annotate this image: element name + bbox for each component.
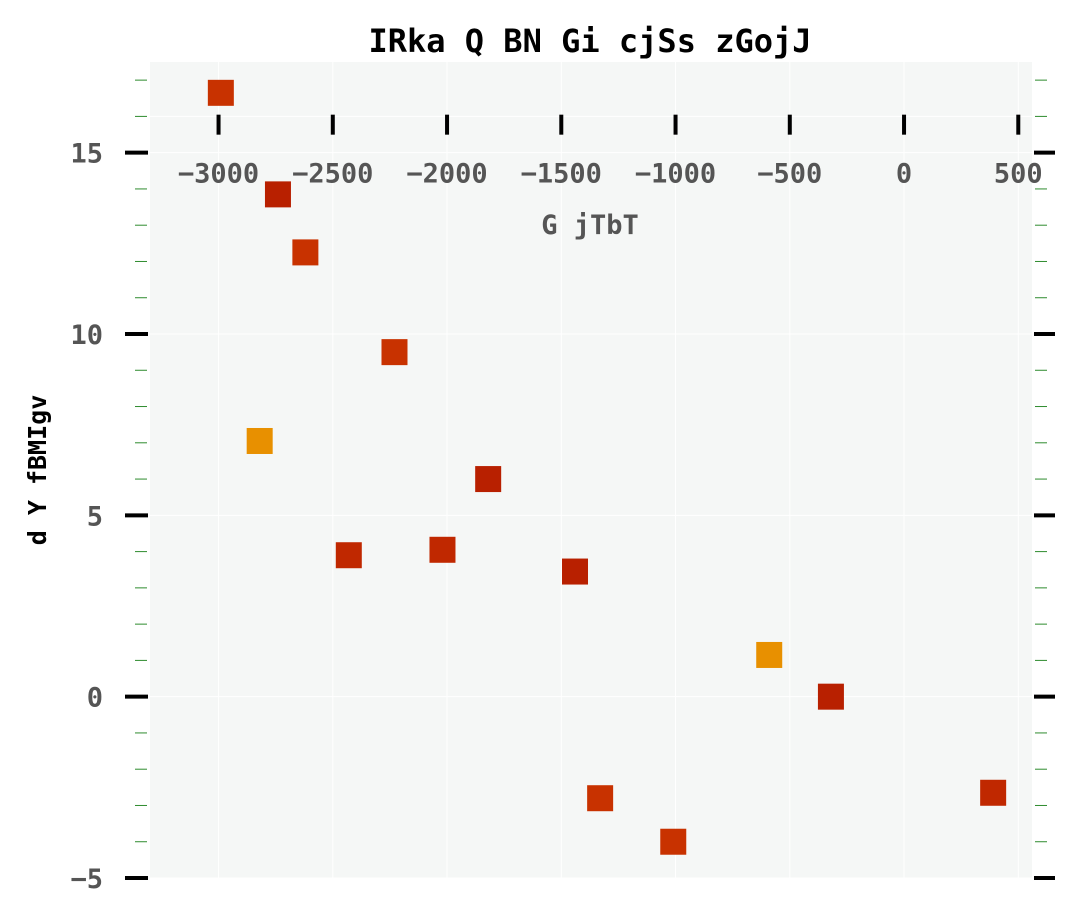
y-tick-labels: −5 0 5 10 15: [70, 139, 103, 895]
x-tick-label: −2000: [406, 159, 487, 190]
scatter-point: [335, 542, 362, 569]
plot-background: [150, 62, 1032, 878]
scatter-point: [660, 828, 687, 855]
axis-ticks: [125, 79, 1055, 880]
x-tick-label: 0: [896, 159, 912, 190]
x-tick-label: −3000: [178, 159, 259, 190]
scatter-point: [381, 339, 408, 366]
x-tick-label: −1500: [521, 159, 602, 190]
y-tick-label: 10: [70, 320, 103, 351]
scatter-point: [264, 181, 291, 208]
scatter-point: [980, 779, 1007, 806]
scatter-point: [246, 427, 273, 454]
scatter-point: [587, 785, 614, 812]
x-tick-label: −500: [757, 159, 822, 190]
x-tick-label: 500: [994, 159, 1043, 190]
y-axis-label: d Y fBMIgv: [23, 395, 52, 546]
scatter-point: [292, 239, 319, 266]
x-tick-label: −2500: [292, 159, 373, 190]
y-tick-label: −5: [70, 864, 103, 895]
x-tick-label: −1000: [635, 159, 716, 190]
x-tick-labels: −3000 −2500 −2000 −1500 −1000 −500 0 500: [178, 159, 1043, 190]
y-tick-label: 5: [87, 501, 103, 532]
y-tick-label: 0: [87, 683, 103, 714]
scatter-point: [475, 466, 502, 493]
scatter-point: [756, 641, 783, 668]
scatter-point: [562, 558, 589, 585]
y-tick-label: 15: [70, 139, 103, 170]
data-points: [207, 79, 1007, 855]
chart-title: IRka Q BN Gi cjSs zGojJ: [368, 22, 811, 60]
x-axis-label: G jTbT: [541, 210, 639, 241]
scatter-point: [207, 79, 234, 106]
grid-lines: [150, 62, 1032, 879]
scatter-point: [429, 536, 456, 563]
scatter-point: [817, 683, 844, 710]
